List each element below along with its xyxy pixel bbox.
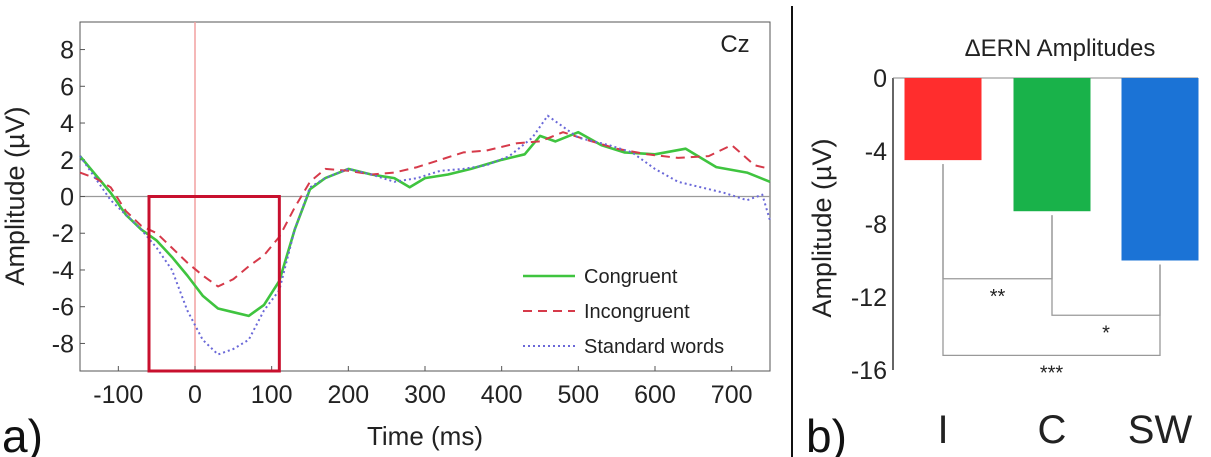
bar-chart-title: ΔERN Amplitudes: [965, 35, 1156, 62]
bar-sw: [1121, 78, 1199, 261]
significance-label: ***: [1040, 362, 1064, 384]
significance-brackets: ******: [942, 164, 1161, 384]
significance-bracket: [942, 164, 1161, 357]
x-tick-label: 0: [188, 381, 202, 409]
bar-panel: ΔERN Amplitudes 0-4-8-12-16 ****** I C SW …: [806, 35, 1199, 457]
bars: [904, 78, 1199, 261]
legend-label: Congruent: [584, 266, 678, 288]
x-tick-label: 600: [634, 381, 676, 409]
x-tick-label: 100: [251, 381, 293, 409]
x-tick-label: 300: [404, 381, 446, 409]
channel-label: Cz: [720, 31, 749, 58]
category-label: C: [1038, 408, 1067, 452]
y-tick-label: 4: [60, 110, 74, 138]
y-tick-label: 6: [60, 73, 74, 101]
bar-c: [1013, 78, 1091, 212]
legend-label: Standard words: [584, 336, 724, 358]
y-tick-label: 8: [60, 37, 74, 65]
bar-y-tick-label: -8: [865, 211, 887, 239]
legend-label: Incongruent: [584, 301, 690, 323]
y-tick-label: -6: [52, 294, 74, 322]
category-label: I: [937, 408, 948, 452]
series-line-incongruent: [79, 131, 771, 288]
bar-i: [904, 78, 982, 161]
x-tick-label: -100: [93, 381, 143, 409]
x-tick-label: 400: [481, 381, 523, 409]
y-tick-label: -4: [52, 257, 74, 285]
bar-y-axis-label: Amplitude (µV): [807, 138, 837, 317]
x-tick-label: 200: [327, 381, 369, 409]
significance-label: **: [990, 286, 1006, 308]
bar-y-tick-label: -12: [851, 284, 887, 312]
x-tick-label: 500: [557, 381, 599, 409]
y-tick-label: -2: [52, 220, 74, 248]
bar-y-tick-label: -16: [851, 357, 887, 385]
y-tick-label: 2: [60, 147, 74, 175]
panel-label-a: a): [2, 410, 43, 457]
panel-label-b: b): [806, 410, 847, 457]
legend: Congruent Incongruent Standard words: [523, 266, 724, 358]
y-tick-label: -8: [52, 330, 74, 358]
erp-series: [79, 114, 771, 356]
y-axis-label: Amplitude (µV): [0, 106, 30, 285]
x-tick-label: 700: [711, 381, 753, 409]
significance-label: *: [1102, 322, 1110, 344]
bar-y-tick-label: -4: [865, 138, 887, 166]
x-axis-label: Time (ms): [367, 421, 483, 451]
highlight-window-box: [147, 195, 281, 373]
category-label: SW: [1128, 408, 1193, 452]
bar-y-tick-label: 0: [873, 65, 887, 93]
y-ticks: 8 6 4 2 0 -2 -4 -6 -8: [52, 37, 85, 358]
erp-highlight-window: [147, 195, 281, 373]
erp-panel: 8 6 4 2 0 -2 -4 -6 -8 -100 0 100 200 300 400 500 600 700…: [0, 21, 771, 457]
y-tick-label: 0: [60, 184, 74, 212]
x-ticks: -100 0 100 200 300 400 500 600 700: [93, 366, 753, 409]
category-labels: I C SW: [937, 408, 1192, 452]
